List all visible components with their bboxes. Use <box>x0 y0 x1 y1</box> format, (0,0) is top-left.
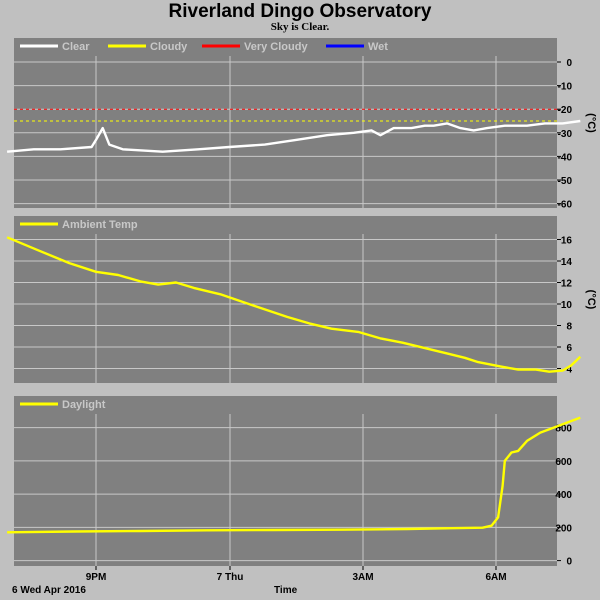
y-tick-label: 12 <box>561 279 573 290</box>
x-tick-label: 3AM <box>352 572 373 583</box>
x-tick-label: 9PM <box>86 572 107 583</box>
legend-label: Ambient Temp <box>62 219 138 231</box>
legend-label: Daylight <box>62 399 106 411</box>
y-tick-label: 0 <box>566 557 572 568</box>
y-tick-label: 10 <box>561 300 573 311</box>
y-tick-label: 8 <box>566 322 572 333</box>
plot-panel-1 <box>14 38 557 208</box>
legend-label: Cloudy <box>150 41 188 53</box>
sky-status: Sky is Clear. <box>270 21 330 33</box>
date-label: 6 Wed Apr 2016 <box>12 585 86 596</box>
legend-label: Very Cloudy <box>244 41 308 53</box>
y-axis-label: (°C) <box>585 290 597 310</box>
y-tick-label: -30 <box>558 129 573 140</box>
plot-panel-2 <box>14 216 557 383</box>
y-tick-label: 14 <box>561 257 573 268</box>
legend-label: Wet <box>368 41 388 53</box>
y-tick-label: 6 <box>566 343 572 354</box>
plot-panel-3 <box>14 396 557 566</box>
y-axis-label: (°C) <box>585 113 597 133</box>
y-tick-label: 4 <box>566 365 572 376</box>
y-tick-label: 0 <box>566 58 572 69</box>
y-tick-label: 800 <box>555 424 572 435</box>
y-tick-label: -20 <box>558 105 573 116</box>
y-tick-label: 600 <box>555 457 572 468</box>
y-tick-label: 200 <box>555 523 572 534</box>
y-tick-label: -10 <box>558 82 573 93</box>
series-line-clear <box>6 119 581 153</box>
x-tick-label: 7 Thu <box>217 572 244 583</box>
y-tick-label: 16 <box>561 236 573 247</box>
y-tick-label: -40 <box>558 152 573 163</box>
legend-label: Clear <box>62 41 90 53</box>
y-tick-label: -50 <box>558 176 573 187</box>
x-tick-label: 6AM <box>485 572 506 583</box>
x-axis-label: Time <box>274 585 298 596</box>
series-line-daylight <box>7 416 581 534</box>
y-tick-label: 400 <box>555 490 572 501</box>
y-tick-label: -60 <box>558 200 573 211</box>
series-line-ambient-temp <box>6 236 582 373</box>
chart-title: Riverland Dingo Observatory <box>168 1 432 22</box>
